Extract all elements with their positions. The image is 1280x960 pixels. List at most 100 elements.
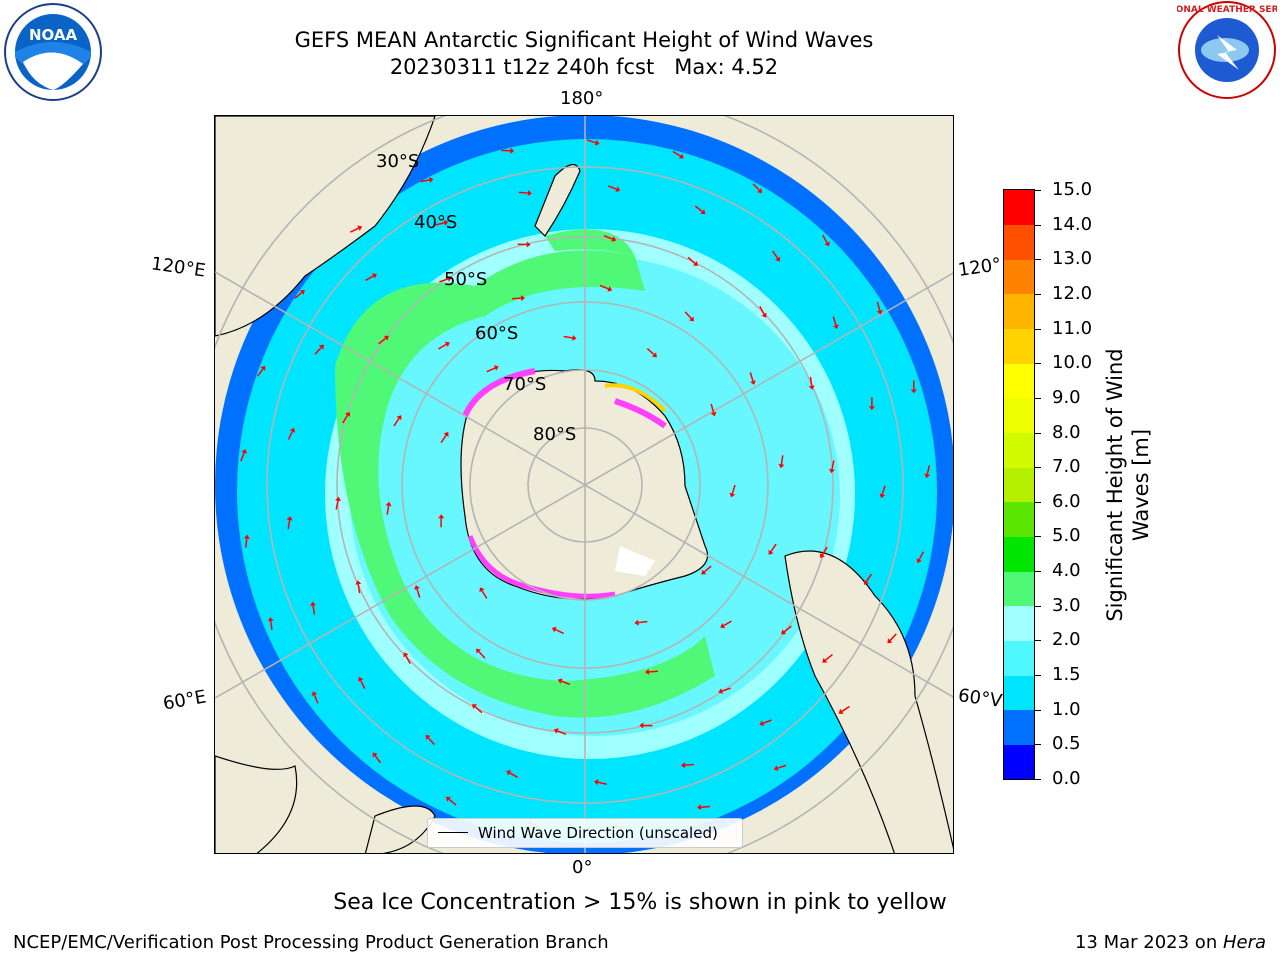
wind-arrow-head — [553, 728, 559, 734]
wind-arrow-head — [318, 344, 324, 350]
wind-arrow-shaft — [438, 343, 447, 350]
wind-arrow-head — [710, 411, 717, 417]
wind-arrow-shaft — [448, 798, 457, 806]
wind-arrow-head — [678, 153, 684, 159]
wind-arrow-shaft — [312, 605, 316, 615]
wind-arrow-shaft — [360, 680, 366, 689]
wind-arrow-head — [700, 209, 706, 215]
wind-arrow-head — [868, 406, 875, 411]
sea-ice-note: Sea Ice Concentration > 15% is shown in … — [333, 890, 947, 915]
australia — [215, 116, 436, 337]
wind-arrow-head — [808, 385, 815, 390]
colorbar-tick-mark — [1035, 536, 1041, 538]
colorbar-tick-label: 2.0 — [1052, 629, 1081, 651]
colorbar-tick-label: 15.0 — [1052, 179, 1093, 200]
lat-label-50s: 50°S — [444, 269, 488, 290]
colorbar-tick-mark — [1035, 259, 1041, 261]
wind-arrow-shaft — [721, 687, 731, 692]
wind-arrow-shaft — [770, 543, 777, 552]
colorbar-segment — [1004, 640, 1034, 676]
wind-arrow-head — [385, 501, 392, 507]
wind-arrow-shaft — [603, 235, 613, 240]
wind-arrow-head — [310, 601, 317, 607]
colorbar-tick-label: 0.5 — [1052, 733, 1081, 755]
nws-logo: NATIONAL WEATHER SERVICE — [1177, 1, 1277, 99]
wind-arrow-shaft — [256, 368, 264, 377]
wind-arrow-shaft — [710, 403, 715, 413]
wind-arrow-shaft — [684, 311, 692, 319]
wind-arrow-head — [443, 431, 449, 437]
colorbar-tick-mark — [1035, 363, 1041, 365]
lat-label-30s: 30°S — [376, 151, 420, 172]
wind-arrow-head — [924, 473, 931, 479]
wind-arrow-head — [594, 139, 600, 146]
wind-arrow-head — [822, 657, 828, 663]
colorbar-tick-mark — [1035, 467, 1041, 469]
wind-arrow-head — [824, 241, 830, 247]
wind-arrow-shaft — [313, 694, 319, 704]
lon-label-120w: 120° — [956, 254, 1003, 281]
wind-arrow-head — [680, 762, 686, 769]
polar-map — [215, 116, 953, 853]
wind-arrow-shaft — [752, 183, 760, 191]
wind-arrow-shaft — [386, 505, 390, 515]
colorbar-segment — [1004, 571, 1034, 607]
colorbar-tick-mark — [1035, 293, 1041, 295]
wind-arrow-head — [438, 514, 445, 519]
legend-label: Wind Wave Direction (unscaled) — [478, 824, 718, 842]
wind-arrow-head — [286, 516, 293, 521]
wind-arrow-head — [428, 176, 434, 183]
nws-logo-text: NATIONAL WEATHER SERVICE — [1177, 5, 1277, 15]
colorbar-tick-label: 11.0 — [1052, 317, 1093, 339]
wind-arrow-shaft — [287, 519, 291, 530]
wind-arrow-shaft — [822, 234, 828, 244]
wind-arrow-shaft — [723, 620, 732, 627]
footer-date-text: 13 Mar 2023 on — [1074, 932, 1223, 953]
colorbar-tick-label: 14.0 — [1052, 213, 1093, 235]
colorbar-tick-label: 13.0 — [1052, 248, 1093, 270]
footer-branch: NCEP/EMC/Verification Post Processing Pr… — [13, 932, 609, 953]
wind-arrow-head — [403, 652, 409, 658]
colorbar-tick-label: 6.0 — [1052, 490, 1081, 512]
wind-arrow-head — [615, 186, 621, 192]
wind-wave-arrows — [240, 139, 931, 829]
footer-system: Hera — [1222, 932, 1266, 953]
colorbar-tick-mark — [1035, 744, 1041, 746]
colorbar-tick-label: 1.5 — [1052, 664, 1081, 686]
wind-arrow-head — [594, 779, 599, 786]
noaa-logo: NOAA — [4, 3, 102, 101]
wind-arrow-shaft — [374, 755, 382, 764]
colorbar-tick-mark — [1035, 328, 1041, 330]
chart-subtitle: 20230311 t12z 240h fcst Max: 4.52 — [389, 55, 779, 79]
colorbar-segment — [1004, 605, 1034, 641]
wind-arrow-shaft — [416, 588, 421, 598]
map-legend: Wind Wave Direction (unscaled) — [427, 818, 743, 848]
wind-arrow-head — [697, 804, 702, 811]
wind-arrow-shaft — [646, 347, 655, 356]
wind-arrow-head — [757, 188, 763, 194]
wind-arrow-head — [778, 463, 785, 469]
colorbar-tick-mark — [1035, 709, 1041, 711]
wind-arrow-head — [443, 219, 449, 226]
wind-arrow-shaft — [439, 278, 449, 283]
wind-arrow-head — [493, 365, 499, 371]
wind-arrow-shaft — [440, 434, 447, 444]
lon-label-60w: 60°V — [956, 685, 1004, 712]
wind-arrow-head — [289, 427, 296, 433]
colorbar-tick-mark — [1035, 397, 1041, 399]
colorbar-tick-label: 4.0 — [1052, 560, 1081, 582]
ocean-green-belt — [335, 250, 715, 718]
wind-arrow-head — [479, 587, 485, 593]
wind-arrow-shaft — [378, 337, 387, 345]
wind-arrow-shaft — [599, 284, 609, 290]
wind-arrow-shaft — [831, 460, 835, 470]
wind-arrow-shaft — [809, 376, 813, 386]
footer-date: 13 Mar 2023 on Hera — [1075, 932, 1266, 953]
wind-arrow-head — [311, 691, 318, 697]
wind-arrow-shaft — [876, 301, 881, 311]
wind-arrow-head — [446, 276, 452, 282]
lat-label-60s: 60°S — [475, 323, 519, 344]
legend-line-icon — [438, 832, 468, 833]
colorbar-tick-mark — [1035, 605, 1041, 607]
wind-arrow-head — [358, 676, 364, 682]
